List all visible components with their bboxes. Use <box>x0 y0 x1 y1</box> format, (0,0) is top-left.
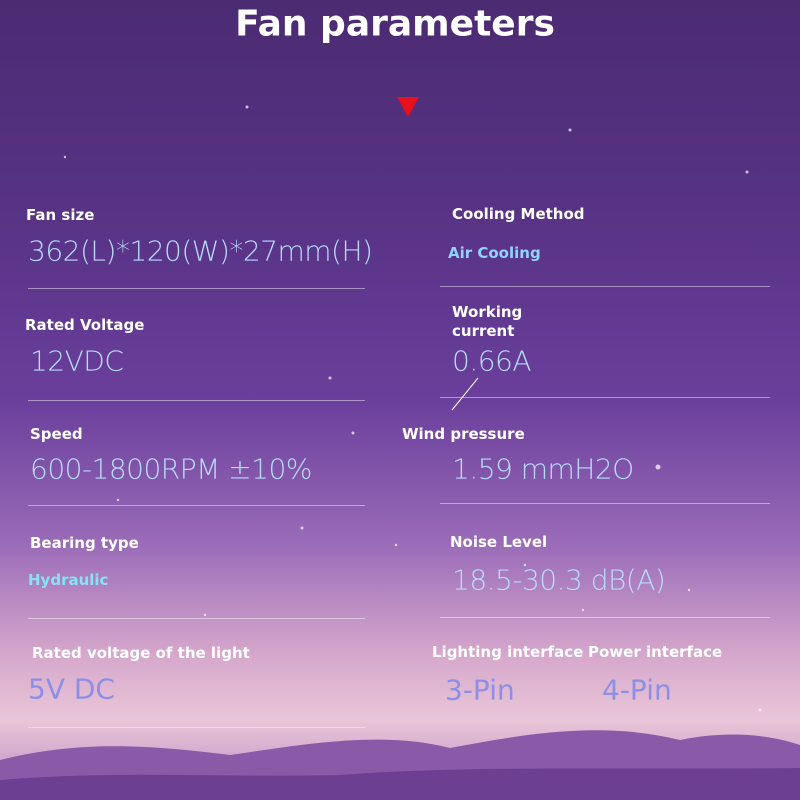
spec-label: Rated Voltage <box>25 316 145 334</box>
stars <box>63 105 762 712</box>
spec-value: 18.5-30.3 dB(A) <box>452 563 666 597</box>
title: Fan parameters <box>235 3 555 45</box>
spec-label: Power interface <box>588 643 723 661</box>
spec-value: 600-1800RPM ±10% <box>30 452 312 486</box>
separator <box>28 618 365 619</box>
spec-value: 1.59 mmH2O <box>452 452 634 486</box>
separator <box>440 617 770 618</box>
separator <box>28 400 365 401</box>
spec-label: Speed <box>30 425 83 443</box>
spec-value: 0.66A <box>452 344 532 378</box>
spec-label: Wind pressure <box>402 425 525 443</box>
spec-value: Air Cooling <box>448 244 541 262</box>
spec-label: Working current <box>452 303 523 340</box>
separator <box>440 503 770 504</box>
separator <box>440 397 770 398</box>
separator <box>28 505 365 506</box>
spec-label: Cooling Method <box>452 205 585 223</box>
mountains-front <box>0 768 800 800</box>
spec-value: 4-Pin <box>602 673 672 707</box>
spec-value: 5V DC <box>28 672 115 706</box>
pointer-triangle <box>397 97 419 117</box>
spec-value: 3-Pin <box>445 673 515 707</box>
spec-value: Hydraulic <box>28 571 109 589</box>
spec-label: Bearing type <box>30 534 139 552</box>
streak <box>451 377 479 411</box>
spec-value: 12VDC <box>30 344 124 378</box>
spec-value: 362(L)*120(W)*27mm(H) <box>28 234 373 268</box>
separator <box>28 727 365 728</box>
spec-label: Fan size <box>26 206 95 224</box>
spec-label: Lighting interface <box>432 643 584 661</box>
separator <box>28 288 365 289</box>
spec-label: Noise Level <box>450 533 548 551</box>
spec-label: Rated voltage of the light <box>32 644 250 662</box>
separator <box>440 286 770 287</box>
